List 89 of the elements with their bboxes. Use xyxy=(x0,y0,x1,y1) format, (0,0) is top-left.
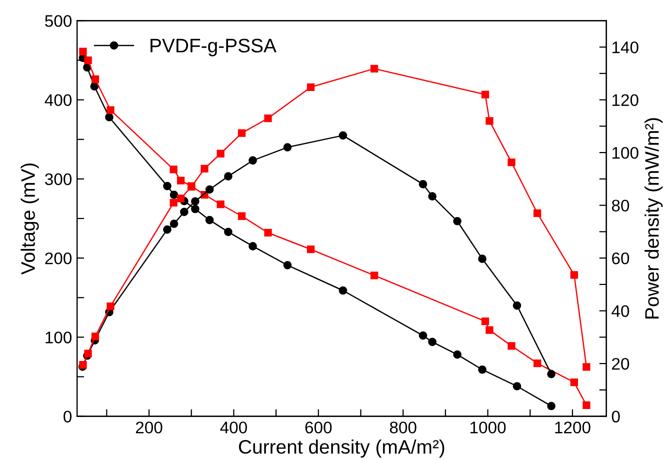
point xyxy=(570,271,578,279)
x-tick-label: 800 xyxy=(390,422,416,434)
point xyxy=(90,82,99,91)
y-tick-label: 200 xyxy=(45,252,72,264)
point xyxy=(453,216,462,226)
point xyxy=(481,318,490,326)
point xyxy=(370,272,378,280)
point xyxy=(105,113,114,122)
point xyxy=(79,48,87,56)
point xyxy=(306,83,315,91)
y2-tick-label: 40 xyxy=(612,305,630,318)
y2-tick-label: 20 xyxy=(612,358,630,370)
point xyxy=(418,180,428,188)
point xyxy=(205,216,214,224)
point xyxy=(224,228,232,236)
y2-tick-label: 140 xyxy=(612,41,638,54)
point xyxy=(582,363,590,371)
legend-label: PVDF-g-PSSA xyxy=(150,38,276,56)
point xyxy=(180,208,188,216)
point xyxy=(170,220,178,228)
point xyxy=(547,370,556,378)
point xyxy=(264,228,272,237)
point xyxy=(191,204,200,214)
point xyxy=(163,225,172,234)
point xyxy=(582,401,590,410)
point xyxy=(508,158,516,166)
point xyxy=(338,286,348,295)
point xyxy=(547,402,556,410)
y2-tick-label: 60 xyxy=(612,252,630,264)
point xyxy=(200,164,208,172)
point xyxy=(283,261,292,270)
y-tick-label: 0 xyxy=(64,410,72,423)
point xyxy=(170,190,178,199)
point xyxy=(486,117,494,125)
x-axis-title: Current density (mA/m²) xyxy=(238,439,444,458)
y2-tick-label: 80 xyxy=(612,200,630,212)
point xyxy=(176,176,185,184)
point xyxy=(205,185,214,194)
point xyxy=(486,326,494,334)
y2-tick-label: 120 xyxy=(612,94,638,106)
point xyxy=(106,302,114,310)
point xyxy=(512,382,522,390)
point xyxy=(534,209,542,218)
point xyxy=(534,359,542,368)
point xyxy=(418,331,428,340)
point xyxy=(478,365,486,374)
point xyxy=(570,378,578,386)
point xyxy=(176,194,185,202)
x-tick-label: 1200 xyxy=(555,422,590,434)
point xyxy=(512,301,522,310)
point xyxy=(453,350,462,359)
x-tick-label: 600 xyxy=(305,422,332,434)
point xyxy=(216,150,224,158)
y-axis-title: Voltage (mV) xyxy=(20,164,39,275)
point xyxy=(428,338,436,346)
point xyxy=(264,114,272,122)
point xyxy=(248,156,257,165)
point xyxy=(224,172,232,180)
y2-tick-label: 0 xyxy=(612,410,620,423)
point xyxy=(191,197,200,206)
point xyxy=(170,198,178,206)
y2-axis-title: Power density (mW/m²) xyxy=(644,118,663,318)
point xyxy=(283,143,292,152)
point xyxy=(481,90,490,98)
y-tick-label: 300 xyxy=(45,173,72,186)
point xyxy=(338,131,348,140)
point xyxy=(306,246,315,254)
point xyxy=(508,342,516,350)
y-tick-label: 100 xyxy=(46,332,72,344)
point xyxy=(106,106,114,114)
point xyxy=(170,166,178,174)
x-tick-label: 400 xyxy=(220,422,247,434)
point xyxy=(238,129,246,137)
point xyxy=(91,75,100,84)
point xyxy=(91,332,100,340)
point xyxy=(370,64,378,73)
y-tick-label: 500 xyxy=(45,15,72,27)
point xyxy=(216,200,224,208)
y-tick-label: 400 xyxy=(44,94,72,106)
point xyxy=(84,350,92,358)
point xyxy=(84,56,92,64)
y2-tick-label: 100 xyxy=(612,146,638,159)
point xyxy=(248,242,257,250)
point xyxy=(428,192,436,201)
x-tick-label: 1000 xyxy=(470,422,506,434)
point xyxy=(163,182,172,190)
point xyxy=(478,254,486,264)
point xyxy=(238,212,246,220)
x-tick-label: 200 xyxy=(136,422,162,434)
